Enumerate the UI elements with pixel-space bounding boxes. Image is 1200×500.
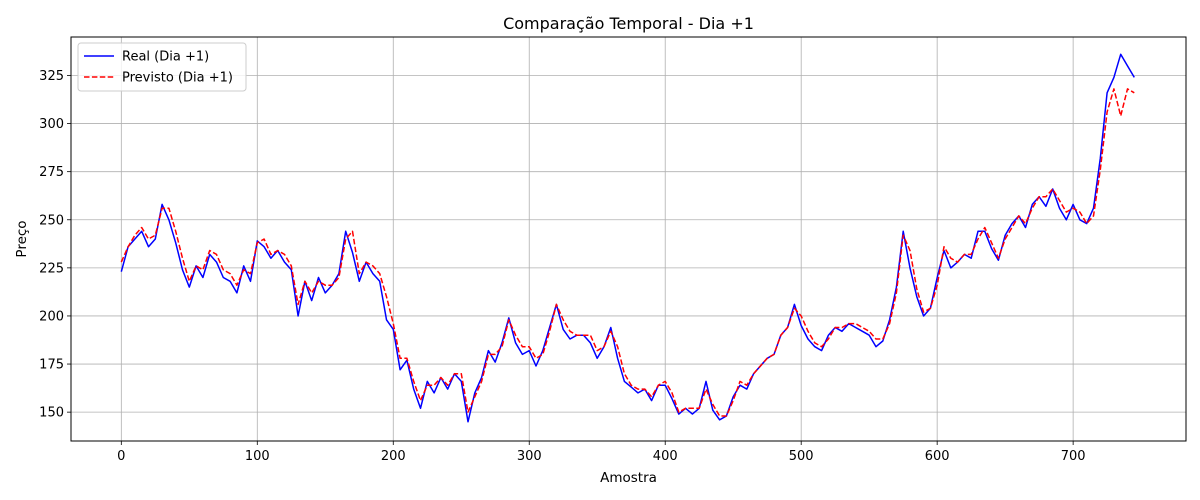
legend-label-real: Real (Dia +1) [122,50,209,65]
legend-box [77,42,247,92]
y-tick-label: 275 [39,165,64,180]
series-line-previsto [120,88,1135,417]
x-tick-label: 0 [117,449,125,464]
x-tick-label: 400 [653,449,678,464]
y-tick-label: 225 [39,261,64,276]
chart-title: Comparação Temporal - Dia +1 [503,14,754,33]
x-tick-label: 600 [925,449,950,464]
x-tick-label: 700 [1061,449,1086,464]
x-tick-label: 500 [789,449,814,464]
x-axis-label: Amostra [600,470,657,486]
y-tick-label: 300 [39,117,64,132]
legend: Real (Dia +1) Previsto (Dia +1) [77,42,247,92]
legend-label-previsto: Previsto (Dia +1) [122,71,233,86]
y-axis-label: Preço [14,220,30,257]
x-tick-label: 200 [381,449,406,464]
x-tick-label: 100 [245,449,270,464]
axis-ticks: 0 100 200 300 400 500 600 700 150 175 200 225 250 275… [39,69,1085,464]
grid [71,37,1186,441]
plot-frame [70,36,1187,442]
y-tick-label: 150 [39,406,64,421]
y-tick-label: 200 [39,309,64,324]
y-tick-label: 250 [39,213,64,228]
series-line-real [120,53,1135,423]
series-group [120,53,1135,423]
x-tick-label: 300 [517,449,542,464]
y-tick-label: 175 [39,358,64,373]
y-tick-label: 325 [39,69,64,84]
